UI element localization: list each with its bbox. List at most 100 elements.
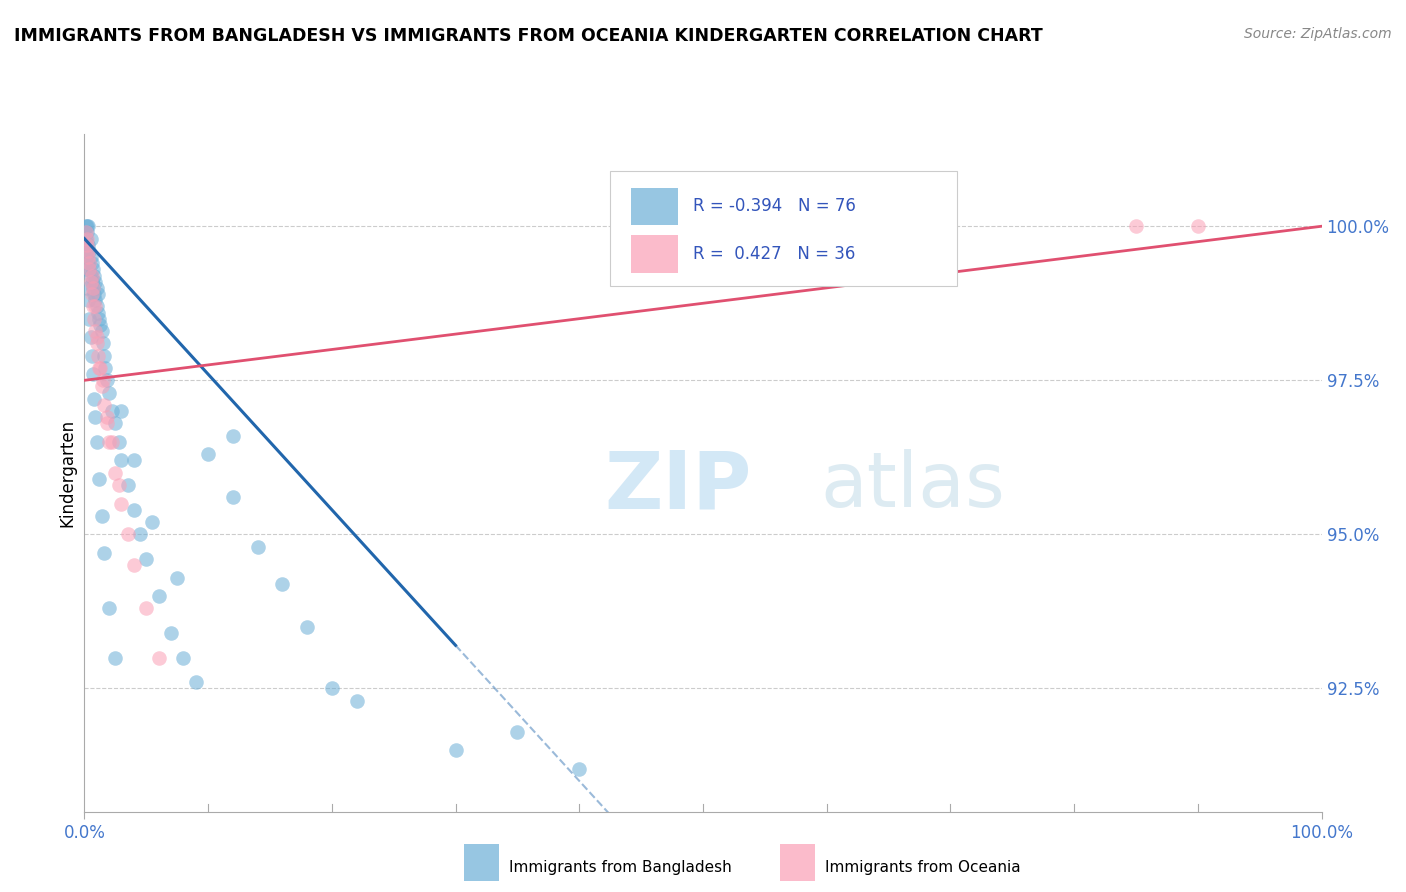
Point: [76, 231, 98, 245]
FancyBboxPatch shape: [610, 171, 956, 286]
Point: [135, 601, 157, 615]
Point: [321, 681, 343, 696]
Point: [89, 361, 111, 376]
Point: [77, 237, 100, 252]
Point: [160, 626, 183, 640]
Point: [79, 262, 101, 277]
Point: [444, 743, 467, 757]
Point: [75, 231, 97, 245]
Point: [222, 491, 245, 505]
Point: [87, 287, 110, 301]
Point: [79, 262, 101, 277]
Point: [184, 675, 207, 690]
Text: Immigrants from Bangladesh: Immigrants from Bangladesh: [509, 860, 731, 874]
Point: [83, 287, 105, 301]
Point: [80, 275, 103, 289]
Point: [79, 330, 101, 344]
Point: [98, 434, 121, 449]
Point: [91, 336, 114, 351]
Point: [80, 256, 103, 270]
Point: [77, 244, 100, 258]
Text: Immigrants from Oceania: Immigrants from Oceania: [825, 860, 1021, 874]
Point: [117, 527, 139, 541]
Y-axis label: Kindergarten: Kindergarten: [58, 418, 76, 527]
Point: [83, 392, 105, 406]
Point: [86, 330, 108, 344]
Point: [108, 434, 131, 449]
Point: [75, 219, 97, 234]
Text: R =  0.427   N = 36: R = 0.427 N = 36: [693, 244, 855, 263]
FancyBboxPatch shape: [631, 235, 678, 273]
Point: [117, 478, 139, 492]
Point: [76, 244, 98, 258]
Point: [110, 404, 132, 418]
Point: [148, 589, 170, 603]
Point: [104, 417, 127, 431]
Point: [90, 508, 112, 523]
Point: [84, 410, 107, 425]
Point: [148, 650, 170, 665]
Point: [96, 417, 118, 431]
Point: [79, 275, 101, 289]
Point: [295, 620, 318, 634]
Point: [197, 447, 219, 461]
Point: [80, 287, 103, 301]
Point: [89, 318, 111, 332]
Point: [246, 540, 269, 554]
Point: [84, 324, 107, 338]
Text: IMMIGRANTS FROM BANGLADESH VS IMMIGRANTS FROM OCEANIA KINDERGARTEN CORRELATION C: IMMIGRANTS FROM BANGLADESH VS IMMIGRANTS…: [14, 27, 1043, 45]
Point: [96, 373, 118, 387]
Point: [87, 349, 110, 363]
Point: [222, 429, 245, 443]
Point: [83, 268, 105, 283]
Point: [76, 237, 98, 252]
Point: [122, 453, 145, 467]
Point: [93, 398, 115, 412]
Point: [82, 299, 104, 313]
Point: [87, 305, 110, 319]
Point: [82, 367, 104, 381]
Text: Source: ZipAtlas.com: Source: ZipAtlas.com: [1244, 27, 1392, 41]
Point: [90, 379, 112, 393]
Point: [77, 256, 100, 270]
Point: [94, 361, 117, 376]
Point: [122, 558, 145, 573]
Point: [77, 250, 100, 264]
Point: [122, 502, 145, 516]
Point: [86, 281, 108, 295]
Point: [1187, 219, 1209, 234]
Point: [75, 226, 97, 240]
Point: [90, 324, 112, 338]
Point: [82, 262, 104, 277]
Point: [135, 552, 157, 566]
Point: [100, 434, 122, 449]
Point: [108, 478, 131, 492]
Point: [75, 262, 97, 277]
Point: [104, 650, 127, 665]
Point: [86, 336, 108, 351]
Point: [110, 453, 132, 467]
Point: [80, 349, 103, 363]
Point: [141, 515, 163, 529]
Point: [568, 762, 591, 776]
Point: [82, 281, 104, 295]
Point: [84, 299, 107, 313]
Point: [76, 226, 98, 240]
Point: [89, 311, 111, 326]
Point: [89, 361, 111, 376]
Point: [96, 410, 118, 425]
Point: [91, 373, 114, 387]
Point: [172, 650, 194, 665]
Point: [82, 281, 104, 295]
Point: [506, 724, 529, 739]
Point: [77, 219, 100, 234]
Point: [83, 311, 105, 326]
Point: [84, 293, 107, 308]
Point: [86, 299, 108, 313]
FancyBboxPatch shape: [631, 188, 678, 226]
Point: [76, 219, 98, 234]
Point: [79, 231, 101, 245]
Point: [79, 244, 101, 258]
Point: [93, 546, 115, 560]
Point: [1125, 219, 1147, 234]
